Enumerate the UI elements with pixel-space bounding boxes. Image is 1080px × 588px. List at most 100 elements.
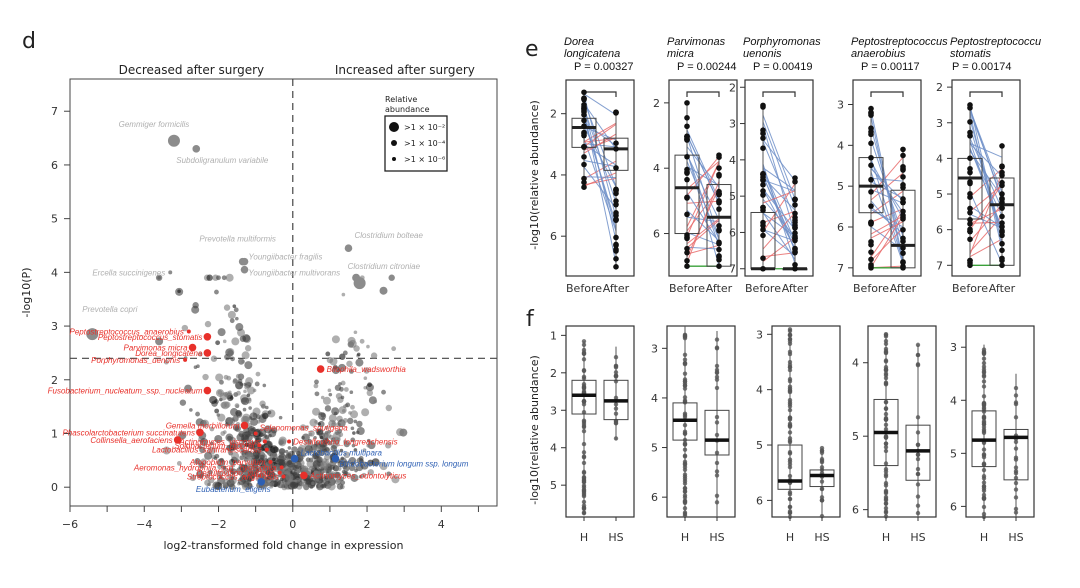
y-tick-label: 4 [950,394,957,407]
data-point [341,470,346,474]
data-point [247,386,256,395]
data-point [214,408,220,414]
x-label-before: Before [566,282,602,295]
x-label-before: Before [745,282,781,295]
data-point [263,425,272,434]
data-point [883,375,889,381]
data-point [278,453,287,462]
labeled-point [268,459,273,464]
y-tick-label: 3 [950,341,957,354]
species-label: Streptococcus_anginosus [187,472,279,481]
data-point [883,506,889,511]
data-point [356,420,363,428]
data-point [237,378,243,384]
y-tick-label: 0 [51,481,58,494]
data-point [684,235,690,242]
labeled-point [203,386,212,395]
y-tick-label: 7 [729,263,736,276]
data-point [999,163,1005,169]
plot-frame [69,78,498,507]
species-label: Clostridium bolteae [354,231,423,240]
species-label: Youngiibacter multivorans [249,269,341,278]
data-point [883,359,889,364]
species-label: Parvimonas micra [124,344,189,353]
data-point [301,433,310,442]
species-label: Subdoligranulum variabile [176,156,269,165]
y-tick-label: 3 [837,99,844,112]
data-point [999,191,1005,197]
data-point [327,440,333,446]
data-point [787,496,793,502]
data-point [214,438,219,442]
y-tick-label: 4 [651,392,658,405]
data-point [714,500,720,505]
data-point [581,107,587,114]
data-point [760,174,766,180]
data-point [581,161,587,168]
data-point [581,385,587,390]
species-title-line2: uenonis [743,48,782,60]
labeled-point [86,328,99,341]
data-point [339,386,344,392]
data-point [819,513,825,519]
paired-line [583,126,617,188]
significance-bracket [870,91,904,97]
y-tick-label: 5 [729,190,736,203]
data-point [714,345,720,350]
data-point [684,166,690,173]
data-point [326,433,332,439]
data-point [198,462,205,469]
data-point [819,486,825,491]
y-tick-label: 6 [651,491,658,504]
data-point [331,366,340,375]
paired-line [583,122,617,143]
data-point [366,389,374,397]
data-point [819,458,825,463]
data-point [1013,480,1019,486]
data-point [324,405,332,412]
paired-line [583,137,617,151]
data-point [787,436,793,441]
data-point [367,382,372,388]
x-label-after: After [706,282,733,295]
data-point [792,237,798,244]
y-tick-label: 7 [51,105,58,118]
paired-line [686,200,720,204]
data-point [967,257,973,264]
data-point [295,450,301,456]
labeled-point [262,439,267,444]
data-point [682,379,688,384]
data-point [714,420,720,425]
data-point [1013,506,1019,512]
data-point [215,340,221,346]
data-point [358,474,363,479]
data-point [244,384,250,390]
data-point [613,165,619,171]
species-label: Aeromonas_hydrophila_ssp._hydrophila [133,463,277,472]
data-point [326,356,334,364]
data-point [341,292,346,297]
data-point [915,442,921,447]
data-point [201,419,210,428]
paired-line [969,109,1003,193]
data-point [581,410,587,415]
data-point [268,471,276,478]
data-point [234,403,240,409]
data-point [343,439,347,444]
data-point [868,162,874,169]
labeled-point [192,145,201,153]
data-point [981,384,987,389]
data-point [900,245,906,251]
paired-line [969,119,1003,235]
data-point [792,202,798,208]
data-point [714,337,720,342]
data-point [819,465,825,470]
data-point [194,458,201,465]
data-point [915,494,921,499]
data-point [716,240,722,247]
data-point [581,339,587,344]
y-tick-label: 6 [550,230,557,243]
